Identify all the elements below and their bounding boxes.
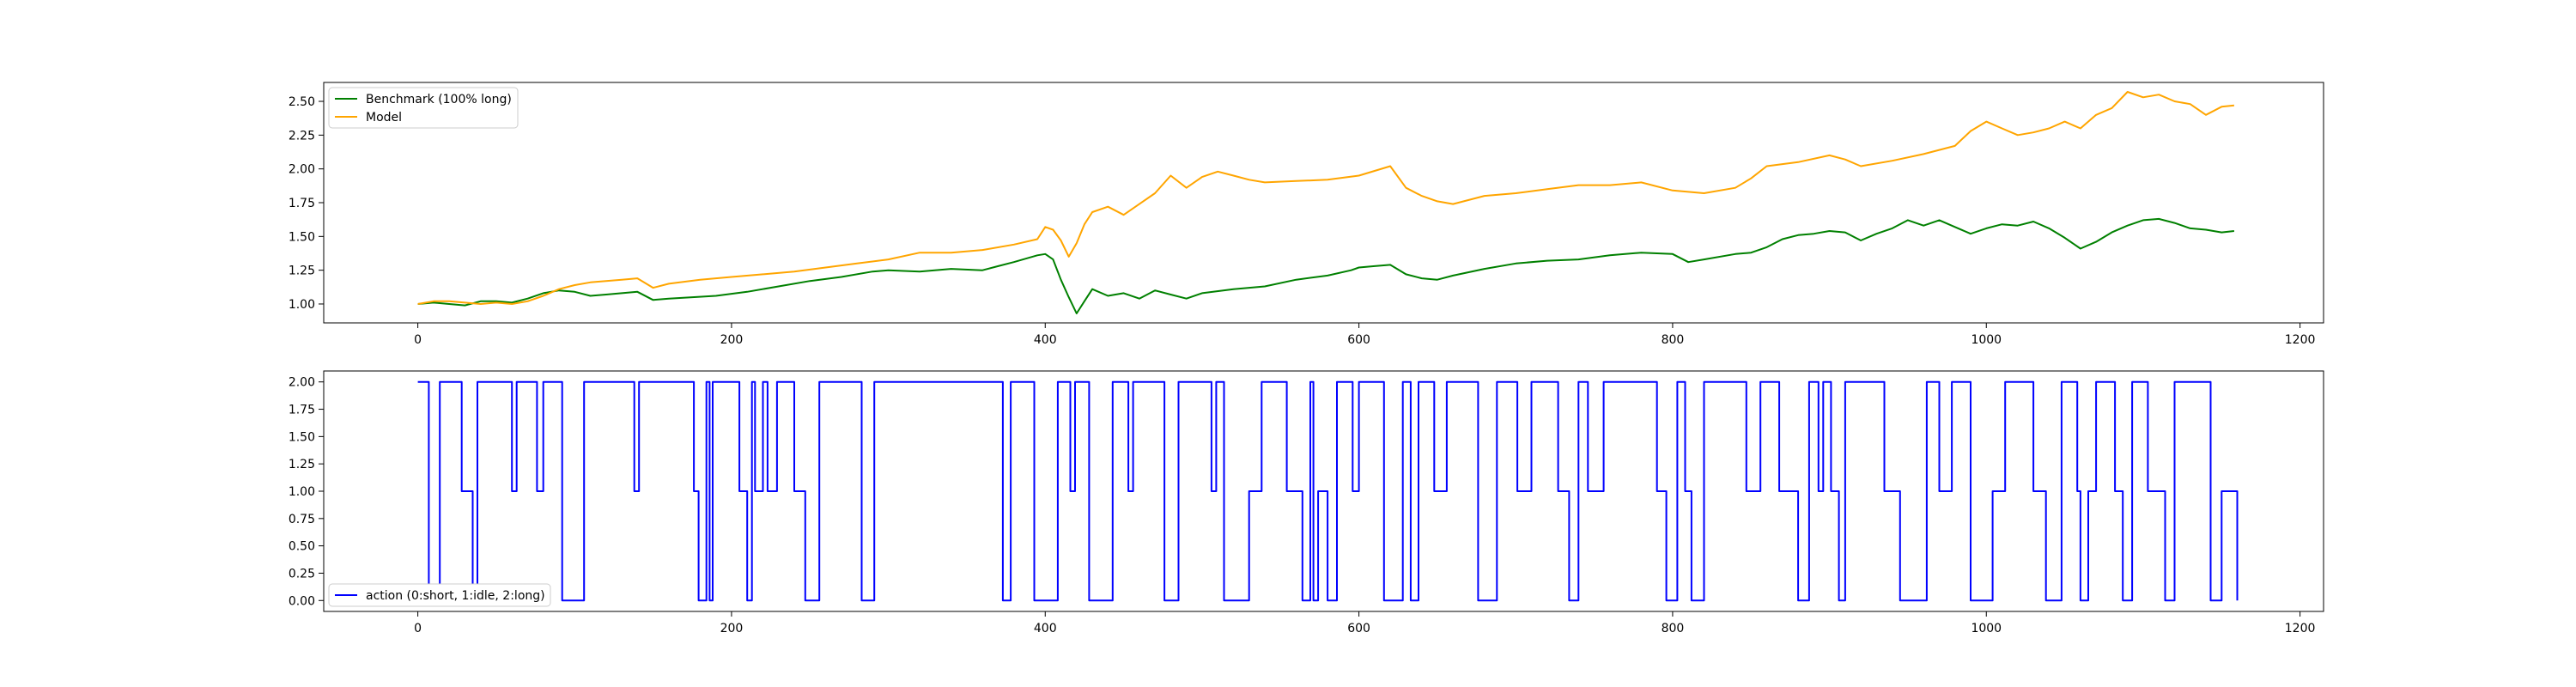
price-legend-box (328, 87, 519, 129)
action-series-group (417, 380, 2239, 602)
action-ytick-label: 2.00 (289, 376, 315, 390)
action-ytick-label: 1.00 (289, 485, 315, 499)
price-axes-frame (323, 82, 2324, 324)
price-y-axis: 1.00 1.25 1.50 1.75 2.00 2.25 2.50 (289, 95, 324, 312)
price-xtick-label: 0 (414, 333, 422, 347)
legend-label-model: Model (366, 111, 402, 125)
price-comparison-panel: 1.00 1.25 1.50 1.75 2.00 2.25 2.50 0 200 400 600 8… (289, 82, 2324, 347)
price-ytick-label: 1.00 (289, 298, 315, 312)
price-x-axis: 0 200 400 600 800 1000 1200 (414, 323, 2315, 347)
price-series-group (417, 91, 2235, 314)
action-legend: action (0:short, 1:idle, 2:long) (328, 583, 551, 607)
action-xtick-label: 600 (1347, 622, 1370, 635)
price-ytick-label: 2.25 (289, 129, 315, 143)
price-xtick-label: 200 (720, 333, 744, 347)
action-x-axis: 0 200 400 600 800 1000 1200 (414, 611, 2315, 635)
price-legend: Benchmark (100% long) Model (328, 87, 519, 129)
action-ytick-label: 0.50 (289, 540, 315, 554)
action-xtick-label: 0 (414, 622, 422, 635)
price-ytick-label: 1.75 (289, 197, 315, 210)
action-y-axis: 0.00 0.25 0.50 0.75 1.00 1.25 1.50 1.75 2.00 (289, 376, 324, 608)
price-ytick-label: 1.50 (289, 230, 315, 244)
legend-label-benchmark: Benchmark (100% long) (366, 93, 512, 106)
action-xtick-label: 400 (1034, 622, 1057, 635)
price-series-line-1 (417, 91, 2235, 305)
price-xtick-label: 400 (1034, 333, 1057, 347)
action-ytick-label: 1.25 (289, 458, 315, 471)
price-xtick-label: 1200 (2285, 333, 2316, 347)
action-xtick-label: 800 (1662, 622, 1685, 635)
action-ytick-label: 0.75 (289, 513, 315, 526)
price-xtick-label: 600 (1347, 333, 1370, 347)
action-ytick-label: 1.50 (289, 430, 315, 444)
action-xtick-label: 1000 (1971, 622, 2002, 635)
action-panel: 0.00 0.25 0.50 0.75 1.00 1.25 1.50 1.75 2.00 0 20… (289, 370, 2324, 635)
price-xtick-label: 1000 (1971, 333, 2002, 347)
price-ytick-label: 2.50 (289, 95, 315, 109)
action-series-line-0 (417, 380, 2239, 602)
action-legend-box (328, 583, 551, 607)
price-ytick-label: 1.25 (289, 264, 315, 278)
action-xtick-label: 1200 (2285, 622, 2316, 635)
legend-label-action: action (0:short, 1:idle, 2:long) (366, 589, 545, 603)
price-series-line-0 (417, 217, 2235, 314)
action-ytick-label: 0.25 (289, 567, 315, 581)
action-ytick-label: 1.75 (289, 404, 315, 417)
price-ytick-label: 2.00 (289, 163, 315, 177)
price-xtick-label: 800 (1662, 333, 1685, 347)
action-ytick-label: 0.00 (289, 594, 315, 608)
action-xtick-label: 200 (720, 622, 744, 635)
